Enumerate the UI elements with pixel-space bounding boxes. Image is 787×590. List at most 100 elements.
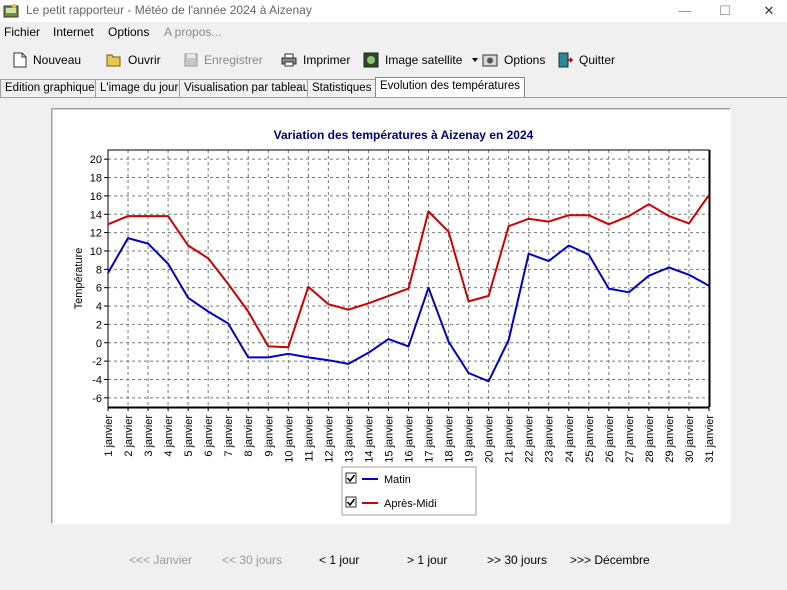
chart-title: Variation des températures à Aizenay en … [274,128,534,142]
legend-box [341,466,477,516]
nav-next-1-day[interactable]: > 1 jour [407,553,448,567]
legend-label-matin: Matin [384,474,411,486]
x-tick-label: 31 janvier [704,415,716,463]
chart-panel: Variation des températures à Aizenay en … [51,108,731,524]
plot-frame [107,149,710,408]
temperature-chart: Variation des températures à Aizenay en … [73,128,716,516]
menu-bar: Fichier Internet Options A propos... [0,22,787,42]
image-satellite-button[interactable]: Image satellite [363,49,482,71]
y-tick-label: 2 [96,319,102,331]
x-tick-label: 16 janvier [404,415,416,463]
options-icon [482,54,498,67]
x-tick-label: 23 janvier [544,415,556,463]
menu-internet[interactable]: Internet [53,25,94,39]
series-line-apres-midi [107,194,710,349]
ouvrir-button[interactable]: Ouvrir [106,49,161,71]
y-tick-label: 6 [96,283,102,295]
y-tick-label: 4 [96,301,102,313]
nav-next-30-days[interactable]: >> 30 jours [487,553,548,567]
x-tick-label: 28 janvier [644,415,656,463]
x-tick-label: 13 janvier [343,415,355,463]
x-tick-label: 24 janvier [564,415,576,463]
x-tick-label: 9 janvier [263,415,275,457]
y-tick-label: -6 [92,393,102,405]
nav-prev-1-day[interactable]: < 1 jour [319,553,360,567]
options-button[interactable]: Options [482,49,545,71]
menu-options[interactable]: Options [108,25,150,39]
imprimer-button[interactable]: Imprimer [281,49,350,71]
legend-label-apres-midi: Après-Midi [384,498,437,510]
x-tick-label: 18 janvier [444,415,456,463]
satellite-image-icon [363,52,379,68]
y-tick-label: 18 [90,173,102,185]
y-tick-label: 20 [90,154,102,166]
nav-next-year[interactable]: >>> Décembre [570,553,650,567]
printer-icon [281,53,297,67]
x-tick-label: 27 janvier [624,415,636,463]
legend-check-icon-matin [346,474,356,483]
x-tick-label: 8 janvier [243,415,255,457]
app-icon [3,4,19,18]
x-tick-label: 21 janvier [504,415,516,463]
tab-content [0,97,787,590]
window-title: Le petit rapporteur - Météo de l'année 2… [26,3,312,17]
x-tick-label: 25 janvier [584,415,596,463]
ouvrir-label: Ouvrir [128,53,161,67]
nouveau-button[interactable]: Nouveau [13,49,81,71]
y-tick-label: 8 [96,264,102,276]
x-tick-label: 17 janvier [424,415,436,463]
y-tick-label: 10 [90,246,102,258]
x-tick-label: 19 janvier [464,415,476,463]
x-tick-label: 7 janvier [223,415,235,457]
x-tick-label: 22 janvier [524,415,536,463]
tab-edition-graphique[interactable]: Edition graphique [0,79,100,97]
x-tick-label: 15 janvier [383,415,395,463]
imprimer-label: Imprimer [303,53,351,67]
title-bar: Le petit rapporteur - Météo de l'année 2… [0,0,787,22]
x-tick-label: 30 janvier [684,415,696,463]
maximize-button[interactable]: ☐ [719,3,731,18]
series-line-matin [107,237,710,383]
y-tick-label: 16 [90,191,102,203]
image-satellite-label: Image satellite [385,53,463,67]
legend-check-icon-apres-midi [346,498,356,507]
options-label: Options [504,53,546,67]
y-tick-label: 14 [90,209,102,221]
tab-bar: Edition graphique L'image du jour Visual… [0,77,787,98]
x-tick-label: 10 janvier [283,415,295,463]
open-folder-icon [106,54,121,67]
x-tick-label: 5 janvier [183,415,195,457]
quitter-button[interactable]: Quitter [557,49,615,71]
nouveau-label: Nouveau [33,53,82,67]
x-tick-label: 26 janvier [604,415,616,463]
menu-fichier[interactable]: Fichier [4,25,41,39]
minimize-button[interactable]: — [678,3,692,18]
dropdown-arrow-icon[interactable] [468,55,482,65]
tab-evolution-temperatures[interactable]: Evolution des températures [375,77,525,97]
close-button[interactable]: ✕ [763,3,775,18]
new-file-icon [13,52,27,68]
x-tick-label: 20 janvier [484,415,496,463]
enregistrer-label: Enregistrer [204,53,263,67]
tab-statistiques[interactable]: Statistiques [307,79,377,97]
menu-a-propos[interactable]: A propos... [164,25,222,39]
legend-checkbox-matin [345,472,357,484]
tab-image-du-jour[interactable]: L'image du jour [95,79,184,97]
legend-checkbox-apres-midi [345,496,357,508]
save-icon [184,53,198,67]
x-tick-label: 2 janvier [123,415,135,457]
y-tick-label: -4 [92,374,102,386]
y-tick-label: -2 [92,356,102,368]
nav-prev-30-days[interactable]: << 30 jours [222,553,283,567]
x-tick-label: 6 janvier [203,415,215,457]
x-tick-label: 12 janvier [323,415,335,463]
exit-door-icon [558,52,573,68]
tab-visualisation-tableau[interactable]: Visualisation par tableau [179,79,315,97]
enregistrer-button[interactable]: Enregistrer [184,49,263,71]
x-tick-label: 4 janvier [163,415,175,457]
y-tick-label: 12 [90,228,102,240]
x-tick-label: 1 janvier [103,415,115,457]
nav-prev-year[interactable]: <<< Janvier [129,553,193,567]
toolbar: Nouveau Ouvrir Enregistrer Imprimer Imag… [0,47,787,73]
x-tick-label: 14 janvier [363,415,375,463]
